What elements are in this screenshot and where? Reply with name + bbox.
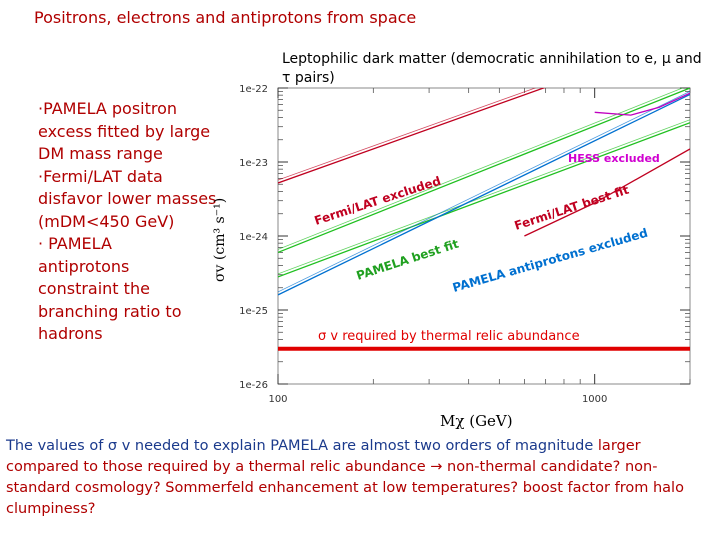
series-pamela-best-fit-upper [278, 88, 690, 254]
bullet-line: ·PAMELA positron [38, 99, 178, 118]
series-band-pamela-best-fit-upper [278, 88, 684, 250]
y-tick-label: 1e-25 [239, 306, 268, 317]
bottom-text: The values of σ v needed to explain PAME… [6, 436, 716, 520]
annotation-label: PAMELA antiprotons excluded [451, 226, 649, 295]
slide-title: Positrons, electrons and antiprotons fro… [34, 8, 417, 27]
annotation-label: σ v required by thermal relic abundance [318, 329, 580, 344]
bullet-line: hadrons [38, 324, 103, 343]
annotation-label: PAMELA best fit [355, 237, 461, 283]
bottom-line-1: The values of σ v needed to explain PAME… [6, 436, 716, 457]
bottom-line-3: standard cosmology? Sommerfeld enhanceme… [6, 480, 684, 496]
bullet-line: excess fitted by large [38, 121, 211, 141]
x-tick-label: 100 [268, 394, 287, 405]
series-fermi-lat-best-fit [524, 148, 690, 237]
bottom-line-1-red: larger [593, 438, 641, 454]
series-pamela-antiprotons-excluded [278, 93, 690, 296]
x-axis-label: Mχ (GeV) [440, 412, 513, 430]
series-hess-excluded [594, 92, 690, 116]
bottom-line-4: clumpiness? [6, 501, 96, 517]
annotation-label: HESS excluded [568, 152, 660, 165]
bullet-line: constraint the [38, 279, 150, 298]
left-bullet-text: ·PAMELA positron excess fitted by large … [38, 98, 238, 346]
y-axis-label: σv (cm³ s⁻¹) [212, 197, 228, 282]
bullet-line: disfavor lower masses [38, 189, 217, 208]
bottom-line-2: compared to those required by a thermal … [6, 459, 658, 475]
x-tick-label: 1000 [582, 394, 607, 405]
bullet-line: ·Fermi/LAT data [38, 166, 163, 186]
bullet-line: · PAMELA [38, 234, 112, 253]
y-tick-label: 1e-26 [239, 380, 268, 391]
bullet-line: antiprotons [38, 256, 130, 276]
series-band-fermi-lat-excluded [278, 88, 537, 181]
series-pamela-best-fit-lower [278, 122, 690, 278]
bullet-line: DM mass range [38, 144, 163, 163]
series-layer [278, 88, 690, 351]
series-band-pamela-antiprotons-excluded [278, 91, 690, 293]
plot-title: Leptophilic dark matter (democratic anni… [282, 51, 702, 86]
y-tick-label: 1e-23 [239, 158, 268, 169]
bottom-line-1-blue: The values of σ v needed to explain PAME… [6, 438, 594, 454]
y-tick-label: 1e-22 [239, 84, 268, 95]
series-band-pamela-best-fit-lower [278, 119, 690, 275]
y-tick-label: 1e-24 [239, 232, 268, 243]
annotation-label: Fermi/LAT best fit [513, 183, 631, 233]
bullet-line: branching ratio to [38, 301, 182, 321]
bullet-line: (mDM<450 GeV) [38, 211, 175, 231]
series-fermi-lat-excluded [278, 88, 546, 184]
